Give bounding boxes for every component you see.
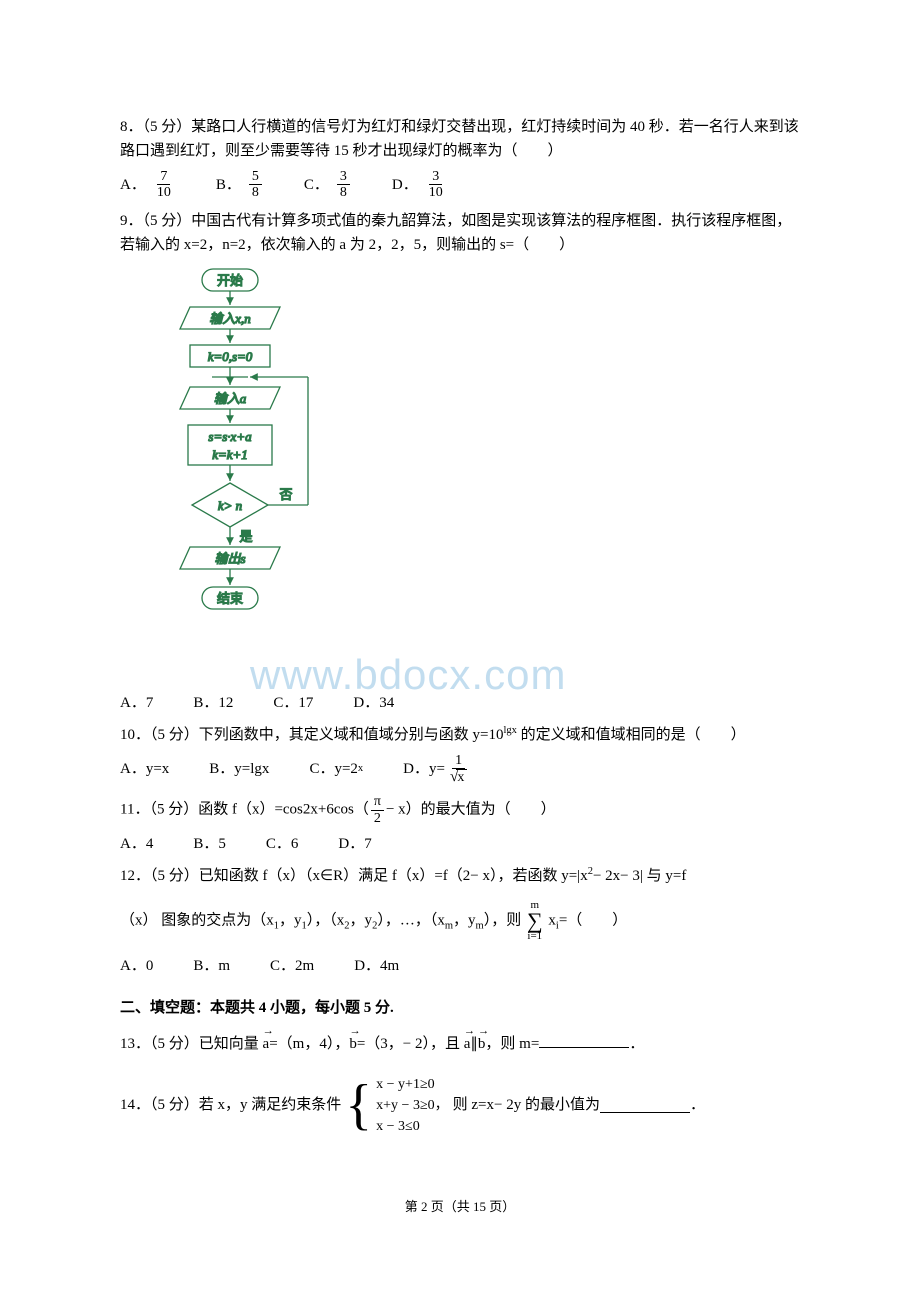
question-11: 11．（5 分）函数 f（x）=cos2x+6cos（π2− x）的最大值为（ … (120, 794, 800, 826)
fraction: 710 (154, 169, 174, 201)
question-10: 10．（5 分）下列函数中，其定义域和值域分别与函数 y=10lgx 的定义域和… (120, 723, 800, 747)
svg-text:结束: 结束 (217, 591, 243, 606)
blank (539, 1033, 629, 1048)
svg-text:输入a: 输入a (214, 391, 247, 406)
fraction: 1 √x (447, 753, 470, 786)
q9-opt-b: B．12 (193, 691, 233, 715)
fraction: 58 (249, 169, 262, 201)
q11-opt-c: C．6 (266, 832, 299, 856)
q12-opt-b: B．m (193, 954, 230, 978)
svg-text:输入x,n: 输入x,n (209, 311, 251, 326)
q11-options: A．4 B．5 C．6 D．7 (120, 832, 800, 856)
q10-opt-a: A．y=x (120, 753, 169, 786)
q8-text: 8．（5 分）某路口人行横道的信号灯为红灯和绿灯交替出现，红灯持续时间为 40 … (120, 119, 799, 159)
constraint-cases: { x − y+1≥0 x+y − 3≥0， x − 3≤0 (345, 1074, 448, 1137)
question-9: 9．（5 分）中国古代有计算多项式值的秦九韶算法，如图是实现该算法的程序框图．执… (120, 209, 800, 257)
q8-opt-a: A． 710 (120, 169, 176, 201)
q9-opt-d: D．34 (353, 691, 394, 715)
q10-opt-c: C．y=2x (309, 753, 363, 786)
q9-options: A．7 B．12 C．17 D．34 (120, 691, 800, 715)
q8-opt-d: D． 310 (392, 169, 448, 201)
svg-text:k=k+1: k=k+1 (212, 447, 248, 462)
q9-text: 9．（5 分）中国古代有计算多项式值的秦九韶算法，如图是实现该算法的程序框图．执… (120, 213, 791, 253)
svg-text:输出s: 输出s (214, 551, 245, 566)
q10-options: A．y=x B．y=lgx C．y=2x D．y= 1 √x (120, 753, 800, 786)
q10-opt-d: D．y= 1 √x (403, 753, 472, 786)
svg-text:是: 是 (239, 529, 252, 544)
q12-opt-d: D．4m (354, 954, 399, 978)
q11-opt-b: B．5 (193, 832, 226, 856)
svg-text:开始: 开始 (217, 273, 243, 288)
q12-opt-c: C．2m (270, 954, 314, 978)
fraction: π2 (371, 794, 384, 826)
q8-opt-b: B． 58 (216, 169, 264, 201)
svg-text:k> n: k> n (218, 498, 242, 513)
summation: m ∑ i=1 (527, 900, 543, 942)
q9-opt-c: C．17 (273, 691, 313, 715)
blank (600, 1098, 690, 1113)
question-13: 13．（5 分）已知向量 a=（m，4），b=（3，− 2），且 a∥b，则 m… (120, 1032, 800, 1056)
svg-text:否: 否 (279, 487, 292, 502)
question-12: 12．（5 分）已知函数 f（x）（x∈R）满足 f（x）=f（2− x），若函… (120, 864, 800, 888)
q11-opt-d: D．7 (338, 832, 371, 856)
q8-opt-c: C． 38 (304, 169, 352, 201)
fraction: 310 (426, 169, 446, 201)
q9-flowchart: 开始 输入x,n k=0,s=0 输入a s=s·x+a k=k+1 k> n (160, 267, 310, 687)
question-8: 8．（5 分）某路口人行横道的信号灯为红灯和绿灯交替出现，红灯持续时间为 40 … (120, 115, 800, 163)
q12-options: A．0 B．m C．2m D．4m (120, 954, 800, 978)
q12-line2: （x） 图象的交点为（x1，y1），（x2，y2），…，（xm，ym），则 m … (120, 900, 800, 942)
q10-opt-b: B．y=lgx (209, 753, 269, 786)
fraction: 38 (337, 169, 350, 201)
page-footer: 第 2 页（共 15 页） (120, 1197, 800, 1218)
section-2-title: 二、填空题：本题共 4 小题，每小题 5 分. (120, 996, 800, 1020)
svg-text:k=0,s=0: k=0,s=0 (208, 349, 253, 364)
svg-text:s=s·x+a: s=s·x+a (208, 429, 252, 444)
question-14: 14．（5 分）若 x，y 满足约束条件 { x − y+1≥0 x+y − 3… (120, 1074, 800, 1137)
q9-opt-a: A．7 (120, 691, 153, 715)
q11-opt-a: A．4 (120, 832, 153, 856)
q12-opt-a: A．0 (120, 954, 153, 978)
q8-options: A． 710 B． 58 C． 38 D． 310 (120, 169, 800, 201)
